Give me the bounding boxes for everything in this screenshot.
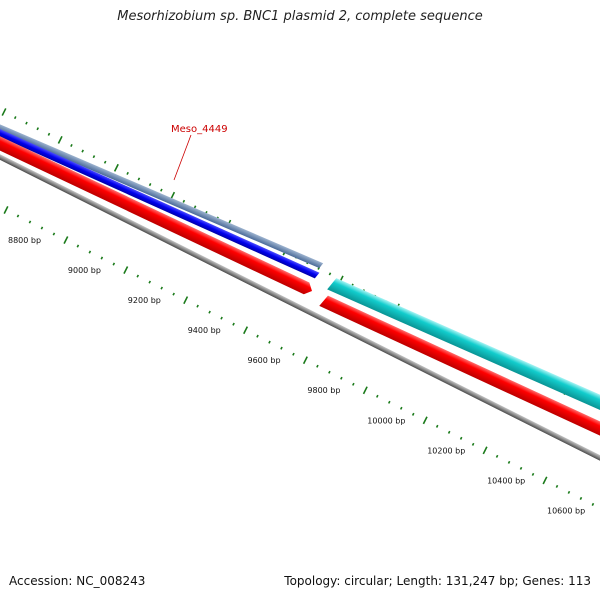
minor-tick — [495, 454, 499, 458]
minor-tick — [193, 205, 197, 209]
minor-tick — [519, 466, 523, 470]
minor-tick — [387, 400, 391, 404]
minor-tick — [76, 244, 80, 248]
major-tick — [1, 108, 7, 116]
minor-tick — [280, 346, 283, 350]
minor-tick — [352, 382, 355, 386]
minor-tick — [25, 121, 28, 125]
minor-tick — [148, 183, 152, 187]
minor-tick — [316, 364, 319, 368]
backbone-line — [0, 144, 600, 481]
minor-tick — [100, 256, 104, 260]
minor-tick — [399, 406, 403, 410]
minor-tick — [375, 394, 379, 398]
minor-tick — [47, 132, 51, 136]
minor-tick — [172, 292, 175, 296]
position-label: 10600 bp — [547, 506, 585, 515]
minor-tick — [136, 274, 140, 278]
minor-tick — [16, 214, 20, 218]
minor-tick — [81, 149, 84, 153]
position-labels: 8800 bp 9000 bp 9200 bp 9400 bp 9600 bp 9800 … — [8, 236, 585, 515]
position-label: 9200 bp — [128, 296, 161, 305]
minor-tick — [112, 262, 116, 266]
minor-tick — [591, 502, 595, 506]
minor-tick — [126, 171, 129, 175]
minor-tick — [160, 286, 164, 290]
minor-tick — [28, 220, 32, 224]
minor-tick — [411, 412, 415, 416]
gene-meso-4449 — [0, 120, 320, 279]
minor-tick — [13, 116, 17, 120]
major-tick — [113, 163, 119, 172]
minor-tick — [435, 424, 439, 428]
major-tick — [63, 236, 69, 244]
major-tick — [3, 206, 9, 214]
minor-tick — [471, 442, 475, 446]
position-label: 9800 bp — [307, 386, 340, 395]
minor-tick — [340, 376, 343, 380]
gene-reverse-upper — [0, 128, 313, 295]
minor-tick — [507, 460, 511, 464]
minor-tick — [52, 232, 56, 236]
position-label: 10400 bp — [487, 476, 525, 485]
minor-tick — [328, 370, 331, 374]
major-tick — [123, 266, 129, 275]
gene-shade-band — [0, 116, 324, 269]
minor-tick — [328, 272, 332, 276]
position-label: 9600 bp — [248, 356, 281, 365]
minor-tick — [137, 177, 141, 181]
minor-tick — [292, 352, 295, 356]
major-tick — [482, 446, 488, 455]
major-tick — [362, 386, 368, 395]
minor-tick — [555, 484, 559, 488]
map-title: Mesorhizobium sp. BNC1 plasmid 2, comple… — [117, 9, 483, 24]
major-tick — [422, 416, 428, 425]
accession-text: Accession: NC_008243 — [9, 574, 146, 588]
major-tick — [302, 356, 308, 365]
position-label: 9400 bp — [188, 326, 221, 335]
position-label: 10200 bp — [427, 446, 465, 455]
minor-tick — [92, 155, 96, 159]
minor-tick — [268, 340, 271, 344]
position-label: 8800 bp — [8, 236, 41, 245]
minor-tick — [531, 472, 535, 476]
position-label: 10000 bp — [367, 416, 405, 425]
major-tick — [542, 476, 548, 485]
minor-tick — [88, 250, 92, 254]
minor-tick — [40, 226, 44, 230]
minor-tick — [70, 143, 73, 148]
minor-tick — [36, 127, 40, 131]
minor-tick — [459, 436, 463, 440]
minor-tick — [256, 334, 259, 338]
gene-forward-cyan — [327, 278, 600, 427]
minor-tick — [103, 160, 107, 164]
position-label: 9000 bp — [68, 266, 101, 275]
minor-tick — [208, 310, 211, 314]
minor-tick — [220, 316, 223, 320]
minor-tick — [182, 199, 186, 203]
topology-summary: Topology: circular; Length: 131,247 bp; … — [284, 574, 591, 588]
gene-label-leader — [173, 134, 192, 181]
major-tick — [57, 135, 63, 144]
gene-tracks — [0, 116, 600, 481]
minor-tick — [447, 430, 451, 434]
major-tick — [243, 326, 249, 335]
minor-tick — [232, 322, 235, 326]
minor-tick — [148, 280, 152, 284]
minor-tick — [196, 304, 199, 308]
minor-tick — [567, 490, 571, 494]
gene-label-meso-4449: Meso_4449 — [171, 124, 228, 135]
minor-tick — [579, 496, 583, 500]
minor-tick — [160, 188, 163, 192]
major-tick — [183, 296, 189, 305]
gene-reverse-lower — [319, 295, 600, 453]
